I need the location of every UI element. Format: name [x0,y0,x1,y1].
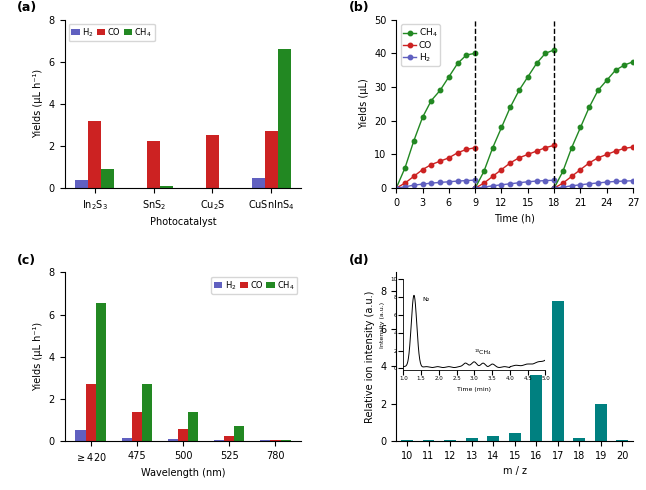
CH$_4$ [401,165,409,171]
H$_2$ [445,179,453,185]
Bar [271,440,280,441]
Bar [121,438,132,441]
CH$_4$ [436,87,444,93]
CH$_4$ [428,98,435,103]
Legend: H$_2$, CO, CH$_4$: H$_2$, CO, CH$_4$ [211,277,297,294]
CO [445,155,453,161]
Bar [595,404,607,441]
CO [401,180,409,186]
Bar [530,375,542,441]
CO [392,185,400,191]
CH$_4$ [463,52,470,58]
Bar [178,429,188,441]
CH$_4$ [472,50,479,56]
CO [472,145,479,150]
Bar [422,440,435,441]
CH$_4$ [410,138,417,144]
Bar [260,440,271,441]
Bar [574,438,585,441]
H$_2$ [410,182,417,188]
Bar [101,169,114,188]
Bar [214,440,224,441]
Text: (a): (a) [17,1,37,14]
Bar [444,440,456,441]
Bar [265,131,278,188]
Bar [147,141,160,188]
H$_2$ [419,181,426,187]
H$_2$ [472,177,479,183]
Bar [466,438,477,441]
Y-axis label: Yields (μL): Yields (μL) [359,78,369,129]
Bar [280,440,291,441]
CO [453,150,461,156]
Bar [278,49,291,188]
Bar [487,436,499,441]
Line: CH$_4$: CH$_4$ [394,51,477,191]
Legend: H$_2$, CO, CH$_4$: H$_2$, CO, CH$_4$ [68,24,154,41]
Y-axis label: Yields (μL h⁻¹): Yields (μL h⁻¹) [33,322,43,392]
CO [419,167,426,172]
Bar [76,431,85,441]
Y-axis label: Yields (μL h⁻¹): Yields (μL h⁻¹) [33,69,43,139]
Bar [89,121,101,188]
Bar [224,436,234,441]
Bar [252,177,265,188]
Bar [616,440,629,441]
CH$_4$ [419,115,426,121]
CO [463,147,470,152]
Bar [132,412,142,441]
H$_2$ [463,178,470,184]
H$_2$ [453,178,461,184]
H$_2$ [436,179,444,185]
Bar [76,180,89,188]
Bar [206,135,219,188]
X-axis label: m / z: m / z [503,466,526,476]
H$_2$ [401,184,409,190]
Line: CO: CO [394,146,477,191]
CH$_4$ [445,74,453,80]
Bar [188,412,198,441]
Text: (b): (b) [349,1,370,14]
Bar [509,433,521,441]
Bar [85,384,96,441]
Line: H$_2$: H$_2$ [394,178,477,191]
Bar [401,440,413,441]
Bar [234,426,244,441]
H$_2$ [428,180,435,186]
Text: (d): (d) [349,254,370,267]
CH$_4$ [453,60,461,66]
Bar [96,303,106,441]
H$_2$ [392,185,400,191]
X-axis label: Photocatalyst: Photocatalyst [150,217,216,227]
X-axis label: Wavelength (nm): Wavelength (nm) [141,468,225,478]
Y-axis label: Relative ion intensity (a.u.): Relative ion intensity (a.u.) [365,291,375,423]
Bar [168,440,178,441]
CO [410,173,417,179]
Bar [160,186,173,188]
Bar [142,384,152,441]
Text: (c): (c) [17,254,36,267]
CO [436,158,444,164]
CH$_4$ [392,185,400,191]
Legend: CH$_4$, CO, H$_2$: CH$_4$, CO, H$_2$ [401,24,441,66]
Bar [552,300,564,441]
X-axis label: Time (h): Time (h) [494,214,535,223]
CO [428,162,435,168]
